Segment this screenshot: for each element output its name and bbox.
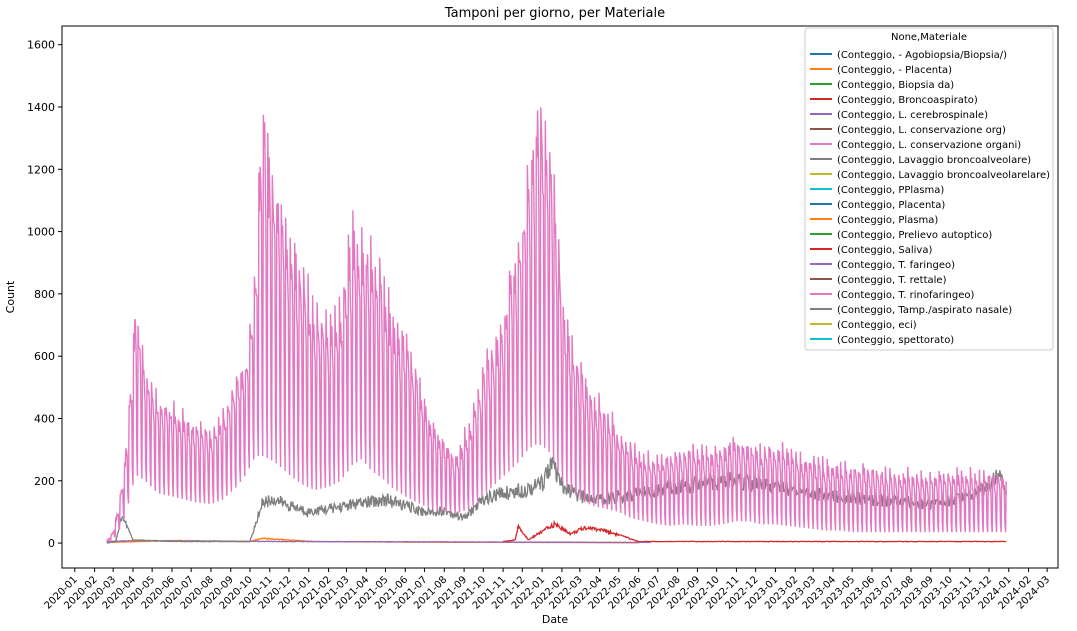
legend-label: (Conteggio, PPlasma) [837,185,944,196]
legend-box [804,27,1054,351]
legend-label: (Conteggio, L. conservazione organi) [837,140,1021,151]
legend-label: (Conteggio, Biopsia da) [837,80,954,91]
y-tick-label: 200 [34,475,55,488]
x-axis: 2020-012020-022020-032020-042020-052020-… [43,568,1052,612]
y-axis: 0 200 400 600 800 1000 1200 1400 1600 [27,39,62,550]
y-axis-label: Count [4,280,17,313]
y-tick-label: 1200 [27,163,55,176]
legend-label: (Conteggio, T. faringeo) [837,260,955,271]
legend-label: (Conteggio, Lavaggio broncoalveolare) [837,155,1031,166]
series-line [502,519,1007,543]
series-line [106,107,1007,543]
legend-label: (Conteggio, L. conservazione org) [837,125,1006,136]
legend-label: (Conteggio, Plasma) [837,215,938,226]
legend-label: (Conteggio, eci) [837,320,917,331]
legend-label: (Conteggio, Lavaggio broncoalveolarelare… [837,170,1050,181]
y-tick-label: 800 [34,288,55,301]
y-tick-label: 400 [34,412,55,425]
y-tick-label: 1600 [27,39,55,52]
legend-label: (Conteggio, Placenta) [837,200,945,211]
legend-label: (Conteggio, Prelievo autoptico) [837,230,992,241]
x-axis-label: Date [542,613,569,626]
legend-label: (Conteggio, T. rinofaringeo) [837,290,974,301]
legend-label: (Conteggio, - Agobiopsia/Biopsia/) [837,50,1007,61]
y-tick-label: 1000 [27,226,55,239]
plot-frame [61,25,1059,569]
legend-label: (Conteggio, T. rettale) [837,275,947,286]
legend-entries: (Conteggio, - Agobiopsia/Biopsia/) (Conte… [810,50,1050,346]
plot-area [61,25,1059,569]
legend-title: None,Materiale [891,32,967,43]
legend-label: (Conteggio, spettorato) [837,335,954,346]
series-line [106,539,651,544]
series-layer [106,107,1007,544]
legend-label: (Conteggio, - Placenta) [837,65,952,76]
legend-label: (Conteggio, Broncoaspirato) [837,95,978,106]
y-tick-label: 0 [48,537,55,550]
y-tick-label: 600 [34,350,55,363]
y-tick-label: 1400 [27,101,55,114]
legend-label: (Conteggio, Tamp./aspirato nasale) [837,305,1012,316]
legend: None,Materiale (Conteggio, - Agobiopsia/… [804,27,1054,351]
legend-label: (Conteggio, Saliva) [837,245,932,256]
chart-title: Tamponi per giorno, per Materiale [444,6,665,21]
legend-label: (Conteggio, L. cerebrospinale) [837,110,988,121]
